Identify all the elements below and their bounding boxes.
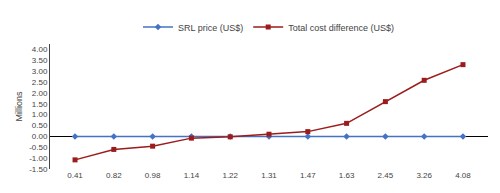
svg-text:-1.00: -1.00 [29, 154, 48, 163]
svg-text:1.63: 1.63 [339, 171, 355, 180]
svg-text:Total cost difference (US$): Total cost difference (US$) [288, 23, 394, 33]
svg-text:3.26: 3.26 [416, 171, 432, 180]
svg-text:3.50: 3.50 [32, 56, 48, 65]
svg-text:3.00: 3.00 [32, 67, 48, 76]
svg-text:SRL price (US$): SRL price (US$) [178, 23, 243, 33]
svg-text:0.82: 0.82 [106, 171, 122, 180]
svg-text:-1.50: -1.50 [29, 165, 48, 174]
svg-text:1.50: 1.50 [32, 100, 48, 109]
svg-text:2.45: 2.45 [378, 171, 394, 180]
svg-text:4.08: 4.08 [455, 171, 471, 180]
svg-text:1.00: 1.00 [32, 110, 48, 119]
svg-text:0.98: 0.98 [145, 171, 161, 180]
svg-text:4.00: 4.00 [32, 45, 48, 54]
svg-text:1.14: 1.14 [184, 171, 200, 180]
svg-text:-0.50: -0.50 [29, 143, 48, 152]
svg-text:1.31: 1.31 [261, 171, 277, 180]
svg-text:1.22: 1.22 [222, 171, 238, 180]
svg-text:2.00: 2.00 [32, 89, 48, 98]
svg-text:0.41: 0.41 [67, 171, 83, 180]
svg-text:1.47: 1.47 [300, 171, 316, 180]
svg-text:2.50: 2.50 [32, 78, 48, 87]
svg-text:0.00: 0.00 [32, 132, 48, 141]
svg-text:0.50: 0.50 [32, 121, 48, 130]
svg-text:Millions: Millions [14, 91, 24, 122]
